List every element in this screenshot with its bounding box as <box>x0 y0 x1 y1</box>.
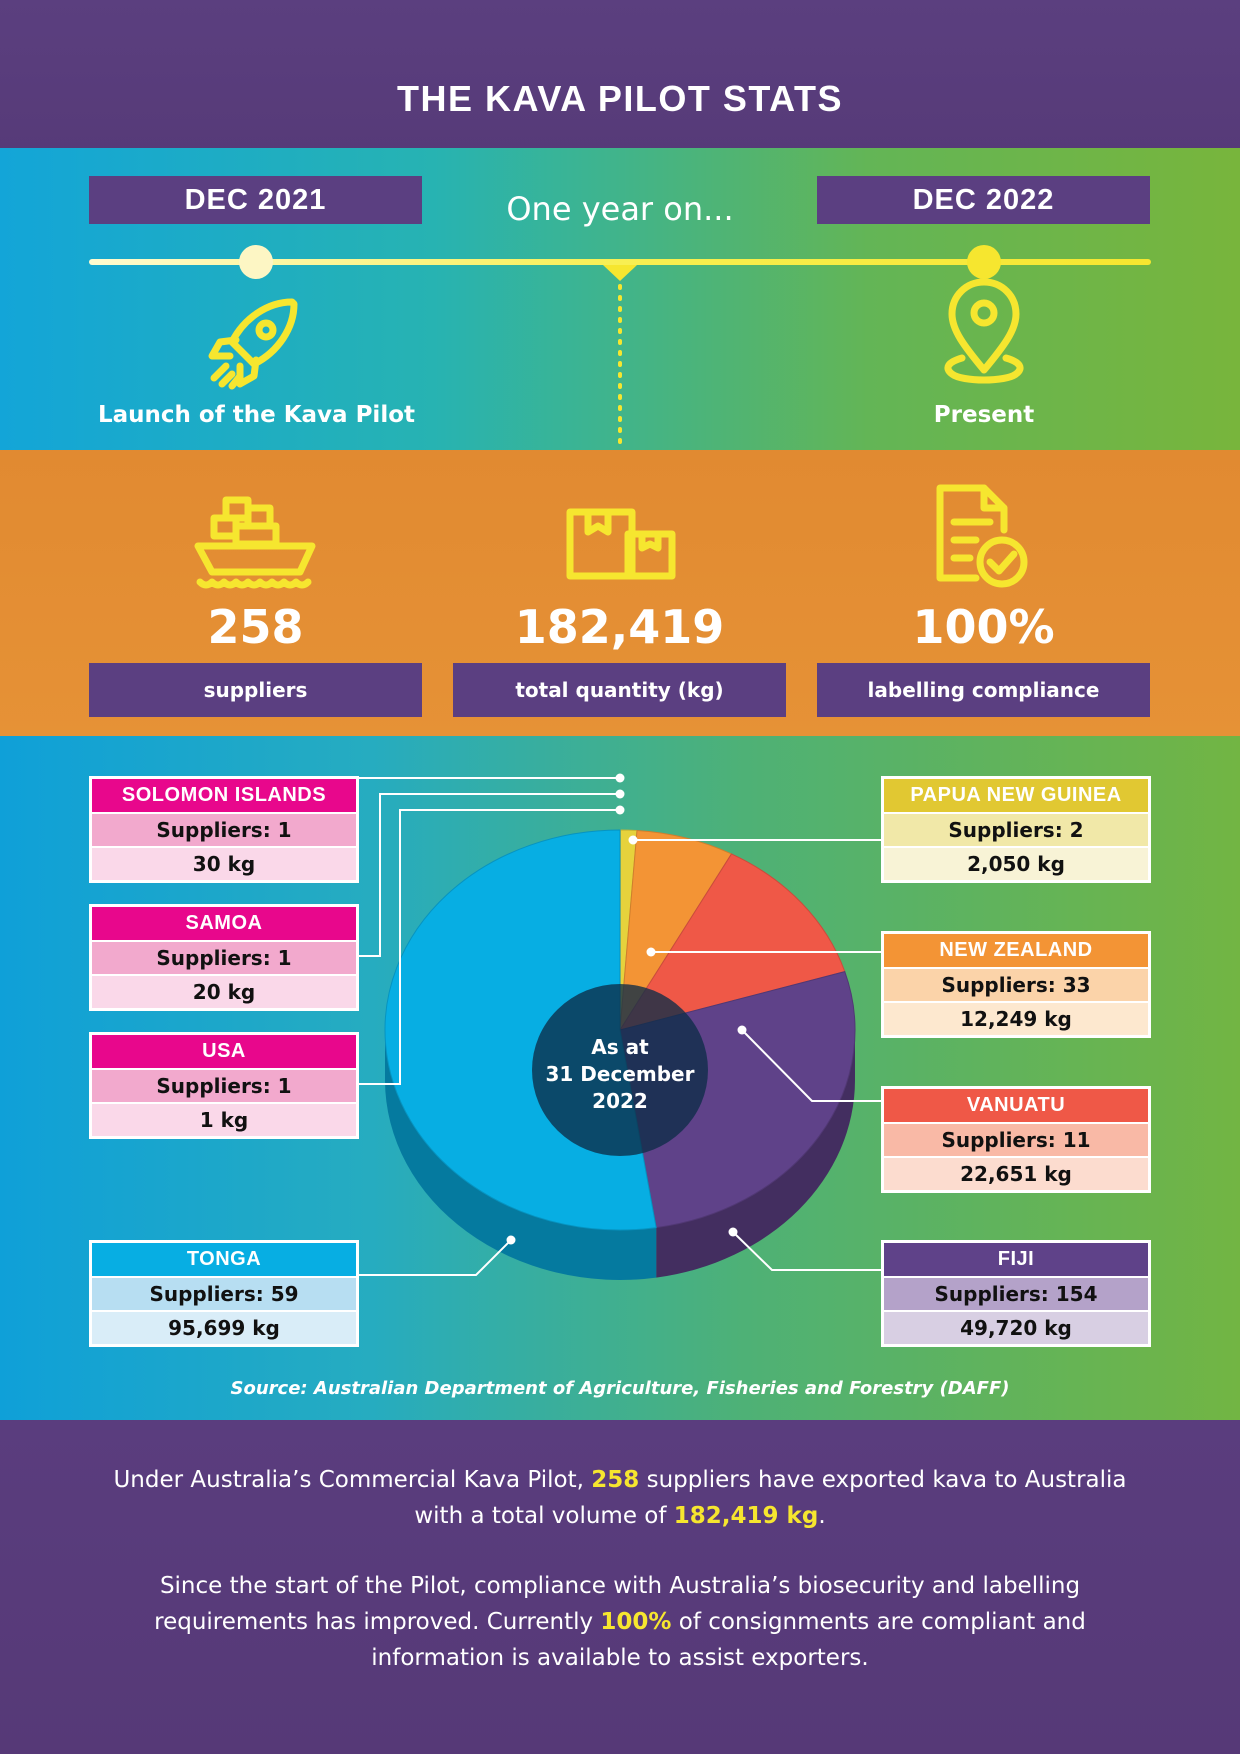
summary-text: suppliers have exported kava to Australi… <box>414 1467 1127 1529</box>
legend-country-name: PAPUA NEW GUINEA <box>884 779 1148 812</box>
summary-text: Under Australia’s Commercial Kava Pilot, <box>113 1467 592 1493</box>
timeline-start-dot <box>239 245 273 279</box>
summary-band <box>0 1420 1240 1754</box>
legend-box-tonga: TONGA Suppliers: 59 95,699 kg <box>89 1240 359 1347</box>
legend-country-name: NEW ZEALAND <box>884 934 1148 967</box>
legend-box-vanuatu: VANUATU Suppliers: 11 22,651 kg <box>881 1086 1151 1193</box>
legend-suppliers: Suppliers: 33 <box>884 967 1148 1001</box>
header-band <box>0 0 1240 160</box>
summary-highlight: 100% <box>600 1609 672 1635</box>
stat-suppliers-label: suppliers <box>89 663 422 717</box>
leader-line-usa <box>359 809 620 1085</box>
boxes-icon <box>566 508 676 580</box>
legend-quantity: 30 kg <box>92 846 356 880</box>
stat-compliance-value: 100% <box>912 600 1055 654</box>
timeline-end-dot <box>967 245 1001 279</box>
end-date-label: DEC 2022 <box>817 176 1150 224</box>
timeline-line <box>89 259 1151 265</box>
legend-quantity: 20 kg <box>92 974 356 1008</box>
legend-quantity: 12,249 kg <box>884 1001 1148 1035</box>
legend-country-name: SAMOA <box>92 907 356 940</box>
leader-dot-usa <box>615 805 625 815</box>
legend-country-name: FIJI <box>884 1243 1148 1276</box>
legend-suppliers: Suppliers: 1 <box>92 940 356 974</box>
summary-text: . <box>818 1503 826 1529</box>
timeline-end-label: Present <box>933 402 1035 428</box>
legend-quantity: 95,699 kg <box>92 1310 356 1344</box>
legend-suppliers: Suppliers: 1 <box>92 1068 356 1102</box>
pie-side-tonga <box>384 1030 657 1280</box>
page-title: THE KAVA PILOT STATS <box>397 78 843 119</box>
timeline-graphics <box>89 245 1151 444</box>
leader-dot-new-zealand <box>646 947 656 957</box>
legend-quantity: 2,050 kg <box>884 846 1148 880</box>
legend-suppliers: Suppliers: 1 <box>92 812 356 846</box>
stat-quantity-value: 182,419 <box>514 600 725 654</box>
legend-suppliers: Suppliers: 59 <box>92 1276 356 1310</box>
timeline-start-label: Launch of the Kava Pilot <box>97 402 415 428</box>
legend-country-name: VANUATU <box>884 1089 1148 1122</box>
summary-paragraph-1: Under Australia’s Commercial Kava Pilot,… <box>90 1462 1150 1534</box>
location-pin-icon <box>944 278 1024 384</box>
legend-country-name: TONGA <box>92 1243 356 1276</box>
legend-box-fiji: FIJI Suppliers: 154 49,720 kg <box>881 1240 1151 1347</box>
summary-text: of consignments are compliant and inform… <box>371 1609 1086 1671</box>
legend-box-usa: USA Suppliers: 1 1 kg <box>89 1032 359 1139</box>
legend-quantity: 1 kg <box>92 1102 356 1136</box>
timeline-middle-text: One year on... <box>506 190 734 228</box>
summary-paragraph-2: Since the start of the Pilot, compliance… <box>90 1568 1150 1676</box>
summary-highlight: 258 <box>591 1467 640 1493</box>
leader-line-fiji <box>732 1231 881 1271</box>
leader-dot-fiji <box>728 1227 738 1237</box>
rocket-icon <box>208 298 298 390</box>
pie-center-text-line: 2022 <box>592 1089 648 1113</box>
legend-suppliers: Suppliers: 154 <box>884 1276 1148 1310</box>
stats-icons <box>194 484 1028 589</box>
legend-box-samoa: SAMOA Suppliers: 1 20 kg <box>89 904 359 1011</box>
pie-side-fiji <box>656 1030 855 1278</box>
pie-center-disc <box>532 984 708 1156</box>
pie-center-text-line: 31 December <box>546 1062 695 1086</box>
legend-box-papua-new-guinea: PAPUA NEW GUINEA Suppliers: 2 2,050 kg <box>881 776 1151 883</box>
legend-quantity: 22,651 kg <box>884 1156 1148 1190</box>
leader-line-tonga <box>359 1239 512 1276</box>
pie-center-text-line: As at <box>591 1035 649 1059</box>
leader-dot-papua-new-guinea <box>628 835 638 845</box>
leader-dot-samoa <box>615 789 625 799</box>
leader-dot-vanuatu <box>737 1025 747 1035</box>
leader-line-samoa <box>359 793 620 957</box>
start-date-label: DEC 2021 <box>89 176 422 224</box>
stat-quantity-label: total quantity (kg) <box>453 663 786 717</box>
legend-suppliers: Suppliers: 11 <box>884 1122 1148 1156</box>
timeline-middle-marker <box>603 265 637 281</box>
legend-box-solomon-islands: SOLOMON ISLANDS Suppliers: 1 30 kg <box>89 776 359 883</box>
summary-highlight: 182,419 kg <box>673 1503 819 1529</box>
legend-suppliers: Suppliers: 2 <box>884 812 1148 846</box>
leader-dot-tonga <box>506 1235 516 1245</box>
document-check-icon <box>936 484 1028 588</box>
legend-country-name: SOLOMON ISLANDS <box>92 779 356 812</box>
leader-dot-solomon-islands <box>615 773 625 783</box>
legend-box-new-zealand: NEW ZEALAND Suppliers: 33 12,249 kg <box>881 931 1151 1038</box>
stat-compliance-label: labelling compliance <box>817 663 1150 717</box>
legend-quantity: 49,720 kg <box>884 1310 1148 1344</box>
stat-suppliers-value: 258 <box>207 600 304 654</box>
chart-source: Source: Australian Department of Agricul… <box>230 1378 1010 1399</box>
cargo-ship-icon <box>194 496 316 589</box>
legend-country-name: USA <box>92 1035 356 1068</box>
summary-text: Since the start of the Pilot, compliance… <box>154 1573 1081 1635</box>
leader-line-vanuatu <box>741 1029 881 1102</box>
